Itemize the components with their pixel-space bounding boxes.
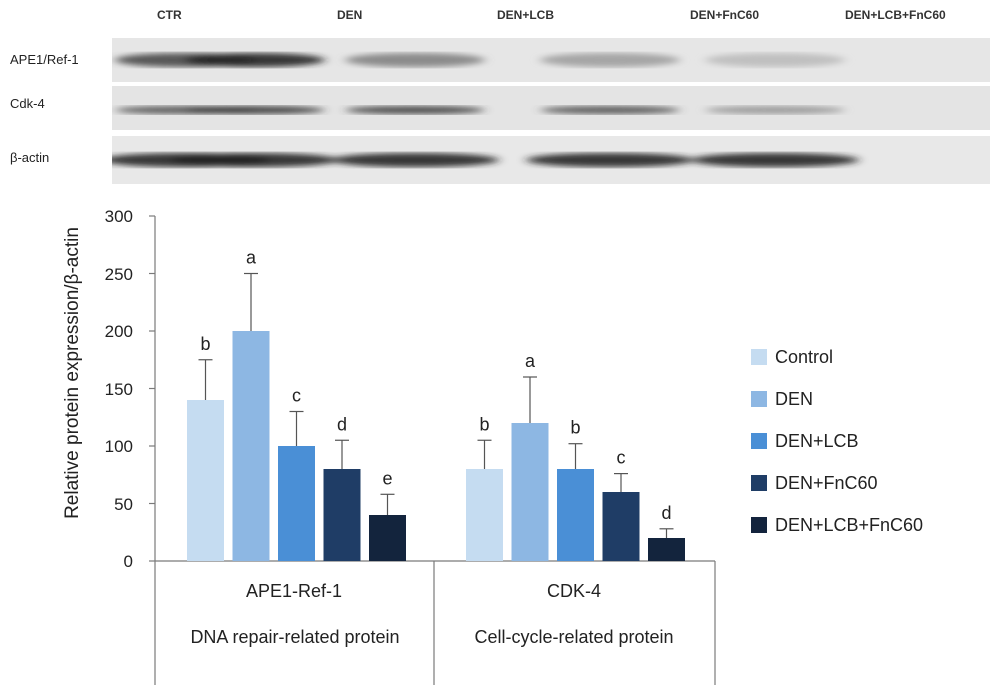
significance-letter: b (479, 414, 489, 434)
group-label-ape1: APE1-Ref-1 (246, 581, 342, 601)
legend-label: DEN+LCB+FnC60 (775, 515, 923, 535)
blot-band (331, 153, 499, 167)
bar (323, 469, 361, 561)
bar (557, 469, 594, 561)
blot-panel: CTR DEN DEN+LCB DEN+FnC60 DEN+LCB+FnC60 … (0, 0, 1000, 190)
blot-band (185, 53, 325, 67)
legend-label: Control (775, 347, 833, 367)
bar (511, 423, 549, 561)
group-description-cdk4: Cell-cycle-related protein (474, 627, 674, 647)
bar (466, 469, 503, 561)
legend-swatch (751, 475, 767, 491)
blot-band (185, 106, 325, 114)
legend-swatch (751, 391, 767, 407)
significance-letter: d (337, 414, 347, 434)
significance-letter: a (246, 248, 257, 268)
blot-band (705, 106, 845, 114)
legend-label: DEN (775, 389, 813, 409)
bar (278, 446, 315, 561)
significance-letter: a (525, 351, 536, 371)
blot-band (691, 153, 859, 167)
row-label-cdk4: Cdk-4 (10, 96, 45, 111)
significance-letter: c (292, 386, 301, 406)
bar (648, 538, 685, 561)
blot-band (705, 53, 845, 67)
blot-strip-ape1 (112, 38, 990, 82)
row-label-beta-actin: β-actin (10, 150, 50, 165)
blot-band (171, 153, 339, 167)
bar (232, 331, 270, 561)
blot-band (345, 106, 485, 114)
y-tick-50: 50 (114, 495, 133, 514)
legend-swatch (751, 433, 767, 449)
bar (187, 400, 224, 561)
row-label-ape1: APE1/Ref-1 (10, 52, 79, 67)
blot-band (540, 106, 680, 114)
lane-header-den-lcb: DEN+LCB (497, 8, 555, 22)
bar-chart: Relative protein expression/β-actin 0 50… (62, 207, 923, 685)
legend-label: DEN+FnC60 (775, 473, 878, 493)
group-label-cdk4: CDK-4 (547, 581, 601, 601)
blot-band (526, 153, 694, 167)
y-tick-100: 100 (105, 437, 133, 456)
blot-band (345, 53, 485, 67)
legend-swatch (751, 517, 767, 533)
significance-letter: e (382, 468, 392, 488)
y-tick-0: 0 (124, 552, 133, 571)
significance-letter: b (570, 418, 580, 438)
lane-header-den: DEN (337, 8, 363, 22)
legend-swatch (751, 349, 767, 365)
legend-label: DEN+LCB (775, 431, 859, 451)
blot-strip-beta-actin (112, 136, 990, 184)
y-tick-250: 250 (105, 265, 133, 284)
lane-header-ctr: CTR (157, 8, 182, 22)
y-tick-300: 300 (105, 207, 133, 226)
bar (369, 515, 406, 561)
group-description-ape1: DNA repair-related protein (190, 627, 400, 647)
lane-header-den-fnc60: DEN+FnC60 (690, 8, 760, 22)
significance-letter: c (617, 448, 626, 468)
bar (602, 492, 640, 561)
significance-letter: d (661, 503, 671, 523)
lane-header-den-lcb-fnc60: DEN+LCB+FnC60 (845, 8, 946, 22)
y-axis-label: Relative protein expression/β-actin (62, 227, 83, 519)
significance-letter: b (200, 334, 210, 354)
y-tick-200: 200 (105, 322, 133, 341)
blot-band (540, 53, 680, 67)
blot-strip-cdk4 (112, 86, 990, 130)
y-tick-150: 150 (105, 380, 133, 399)
